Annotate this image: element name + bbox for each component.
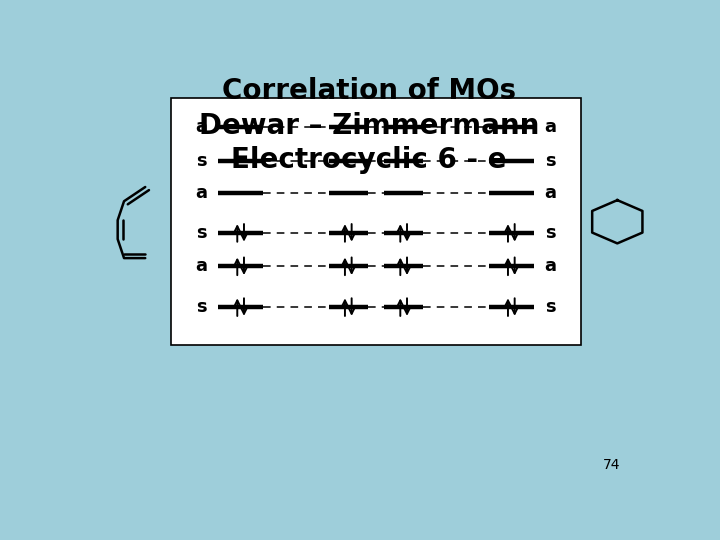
Text: s: s xyxy=(197,298,207,316)
Text: a: a xyxy=(196,257,207,275)
Text: a: a xyxy=(544,118,557,136)
Text: Correlation of MOs
Dewar – Zimmermann
Electrocyclic 6 - e: Correlation of MOs Dewar – Zimmermann El… xyxy=(199,77,539,174)
Text: 74: 74 xyxy=(603,458,620,472)
Text: s: s xyxy=(545,224,556,242)
Text: a: a xyxy=(196,184,207,202)
FancyBboxPatch shape xyxy=(171,98,581,346)
Text: s: s xyxy=(197,224,207,242)
Text: s: s xyxy=(545,298,556,316)
Text: s: s xyxy=(545,152,556,170)
Text: a: a xyxy=(544,184,557,202)
Text: s: s xyxy=(197,152,207,170)
Text: a: a xyxy=(196,118,207,136)
Text: a: a xyxy=(544,257,557,275)
